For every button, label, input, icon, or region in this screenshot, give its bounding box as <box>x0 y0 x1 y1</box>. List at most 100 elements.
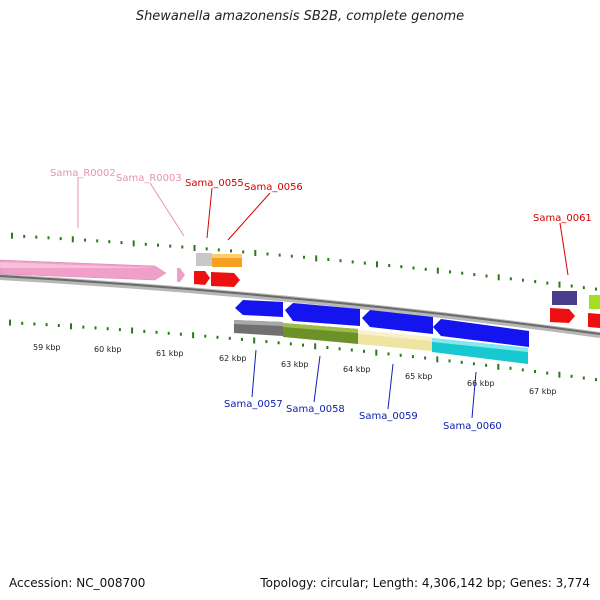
minor-tick <box>509 277 512 281</box>
minor-tick <box>570 374 573 378</box>
kbp-ruler: 59 kbp 60 kbp 61 kbp 62 kbp 63 kbp 64 kb… <box>33 343 557 396</box>
minor-tick <box>96 239 99 243</box>
major-tick <box>375 349 378 356</box>
minor-tick <box>289 342 292 346</box>
minor-tick <box>94 326 97 330</box>
minor-tick <box>241 337 243 341</box>
minor-tick <box>339 259 342 263</box>
minor-tick <box>411 355 414 359</box>
minor-tick <box>485 274 488 278</box>
minor-tick <box>230 249 232 253</box>
minor-tick <box>546 281 549 285</box>
accession-text: Accession: NC_008700 <box>9 576 146 590</box>
minor-tick <box>326 346 329 349</box>
minor-tick <box>108 240 111 244</box>
minor-tick <box>595 378 597 382</box>
feature-arrow-rrna-small[interactable] <box>177 268 185 282</box>
major-tick <box>11 232 13 239</box>
minor-tick <box>582 376 585 380</box>
lower-tick-track <box>9 319 597 382</box>
feature-arrow-blue-4[interactable] <box>433 319 529 347</box>
major-tick <box>70 323 72 330</box>
minor-tick <box>338 347 341 351</box>
minor-tick <box>351 260 354 264</box>
minor-tick <box>399 353 402 357</box>
minor-tick <box>205 247 208 251</box>
minor-tick <box>522 278 524 282</box>
minor-tick <box>23 234 26 238</box>
minor-tick <box>277 341 280 345</box>
minor-tick <box>82 325 85 329</box>
major-tick <box>558 371 561 378</box>
kbp-label: 67 kbp <box>529 387 557 396</box>
minor-tick <box>424 267 427 271</box>
minor-tick <box>278 253 281 257</box>
minor-tick <box>509 366 512 370</box>
minor-tick <box>461 271 464 275</box>
minor-tick <box>118 328 121 332</box>
genome-backbone-core <box>0 275 600 335</box>
major-tick <box>131 327 134 334</box>
minor-tick <box>84 238 86 242</box>
minor-tick <box>167 331 170 335</box>
feature-arrow-blue-3[interactable] <box>362 310 433 334</box>
gene-label-sama-0060[interactable]: Sama_0060 <box>443 421 502 432</box>
gene-label-sama-r0002[interactable]: Sama_R0002 <box>50 168 116 179</box>
minor-tick <box>534 280 537 284</box>
feature-arrow-blue-2[interactable] <box>285 303 360 326</box>
kbp-label: 61 kbp <box>156 349 184 358</box>
feature-arrow-red-4[interactable] <box>588 313 600 328</box>
minor-tick <box>485 363 488 367</box>
major-tick <box>71 236 74 243</box>
minor-tick <box>120 241 123 245</box>
feature-arrow-red-2[interactable] <box>211 272 240 287</box>
minor-tick <box>265 340 268 344</box>
minor-tick <box>424 356 427 360</box>
minor-tick <box>412 266 415 270</box>
feature-arrow-red-3[interactable] <box>550 308 575 323</box>
feature-block-lime[interactable] <box>589 295 600 309</box>
major-tick <box>132 240 135 247</box>
feature-arrow-red-1[interactable] <box>194 271 210 285</box>
minor-tick <box>157 243 159 247</box>
minor-tick <box>546 371 549 375</box>
map-title: Shewanella amazonensis SB2B, complete ge… <box>135 9 465 24</box>
minor-tick <box>242 250 245 254</box>
kbp-label: 65 kbp <box>405 372 433 381</box>
major-tick <box>254 250 257 256</box>
feature-block-gray[interactable] <box>196 253 212 266</box>
major-tick <box>314 343 317 350</box>
gene-label-sama-r0003[interactable]: Sama_R0003 <box>116 173 182 184</box>
major-tick <box>436 356 439 363</box>
minor-tick <box>570 284 573 288</box>
gene-label-sama-0059[interactable]: Sama_0059 <box>359 411 418 422</box>
major-tick <box>436 267 439 274</box>
gene-label-sama-0057[interactable]: Sama_0057 <box>224 399 283 410</box>
bottom-label-group: Sama_0057 Sama_0058 Sama_0059 Sama_0060 <box>224 349 502 432</box>
gene-label-sama-0058[interactable]: Sama_0058 <box>286 404 345 415</box>
minor-tick <box>47 236 50 240</box>
minor-tick <box>521 368 524 372</box>
major-tick <box>9 319 11 326</box>
gene-label-sama-0061[interactable]: Sama_0061 <box>533 213 592 224</box>
gene-label-sama-0056[interactable]: Sama_0056 <box>244 182 303 193</box>
kbp-label: 66 kbp <box>467 379 495 388</box>
gene-label-sama-0055[interactable]: Sama_0055 <box>185 178 244 189</box>
major-tick <box>497 274 500 281</box>
feature-block-purple[interactable] <box>552 291 577 305</box>
minor-tick <box>217 248 220 252</box>
major-tick <box>193 245 196 251</box>
major-tick <box>192 332 195 339</box>
upper-tick-track <box>11 232 597 291</box>
kbp-label: 59 kbp <box>33 343 61 352</box>
major-tick <box>558 281 561 288</box>
minor-tick <box>303 255 305 259</box>
minor-tick <box>143 329 146 333</box>
feature-arrow-blue-1[interactable] <box>235 300 283 317</box>
minor-tick <box>179 332 182 336</box>
minor-tick <box>350 348 353 352</box>
feature-arrow-rrna[interactable] <box>0 259 167 281</box>
kbp-label: 64 kbp <box>343 365 371 374</box>
minor-tick <box>155 330 158 334</box>
